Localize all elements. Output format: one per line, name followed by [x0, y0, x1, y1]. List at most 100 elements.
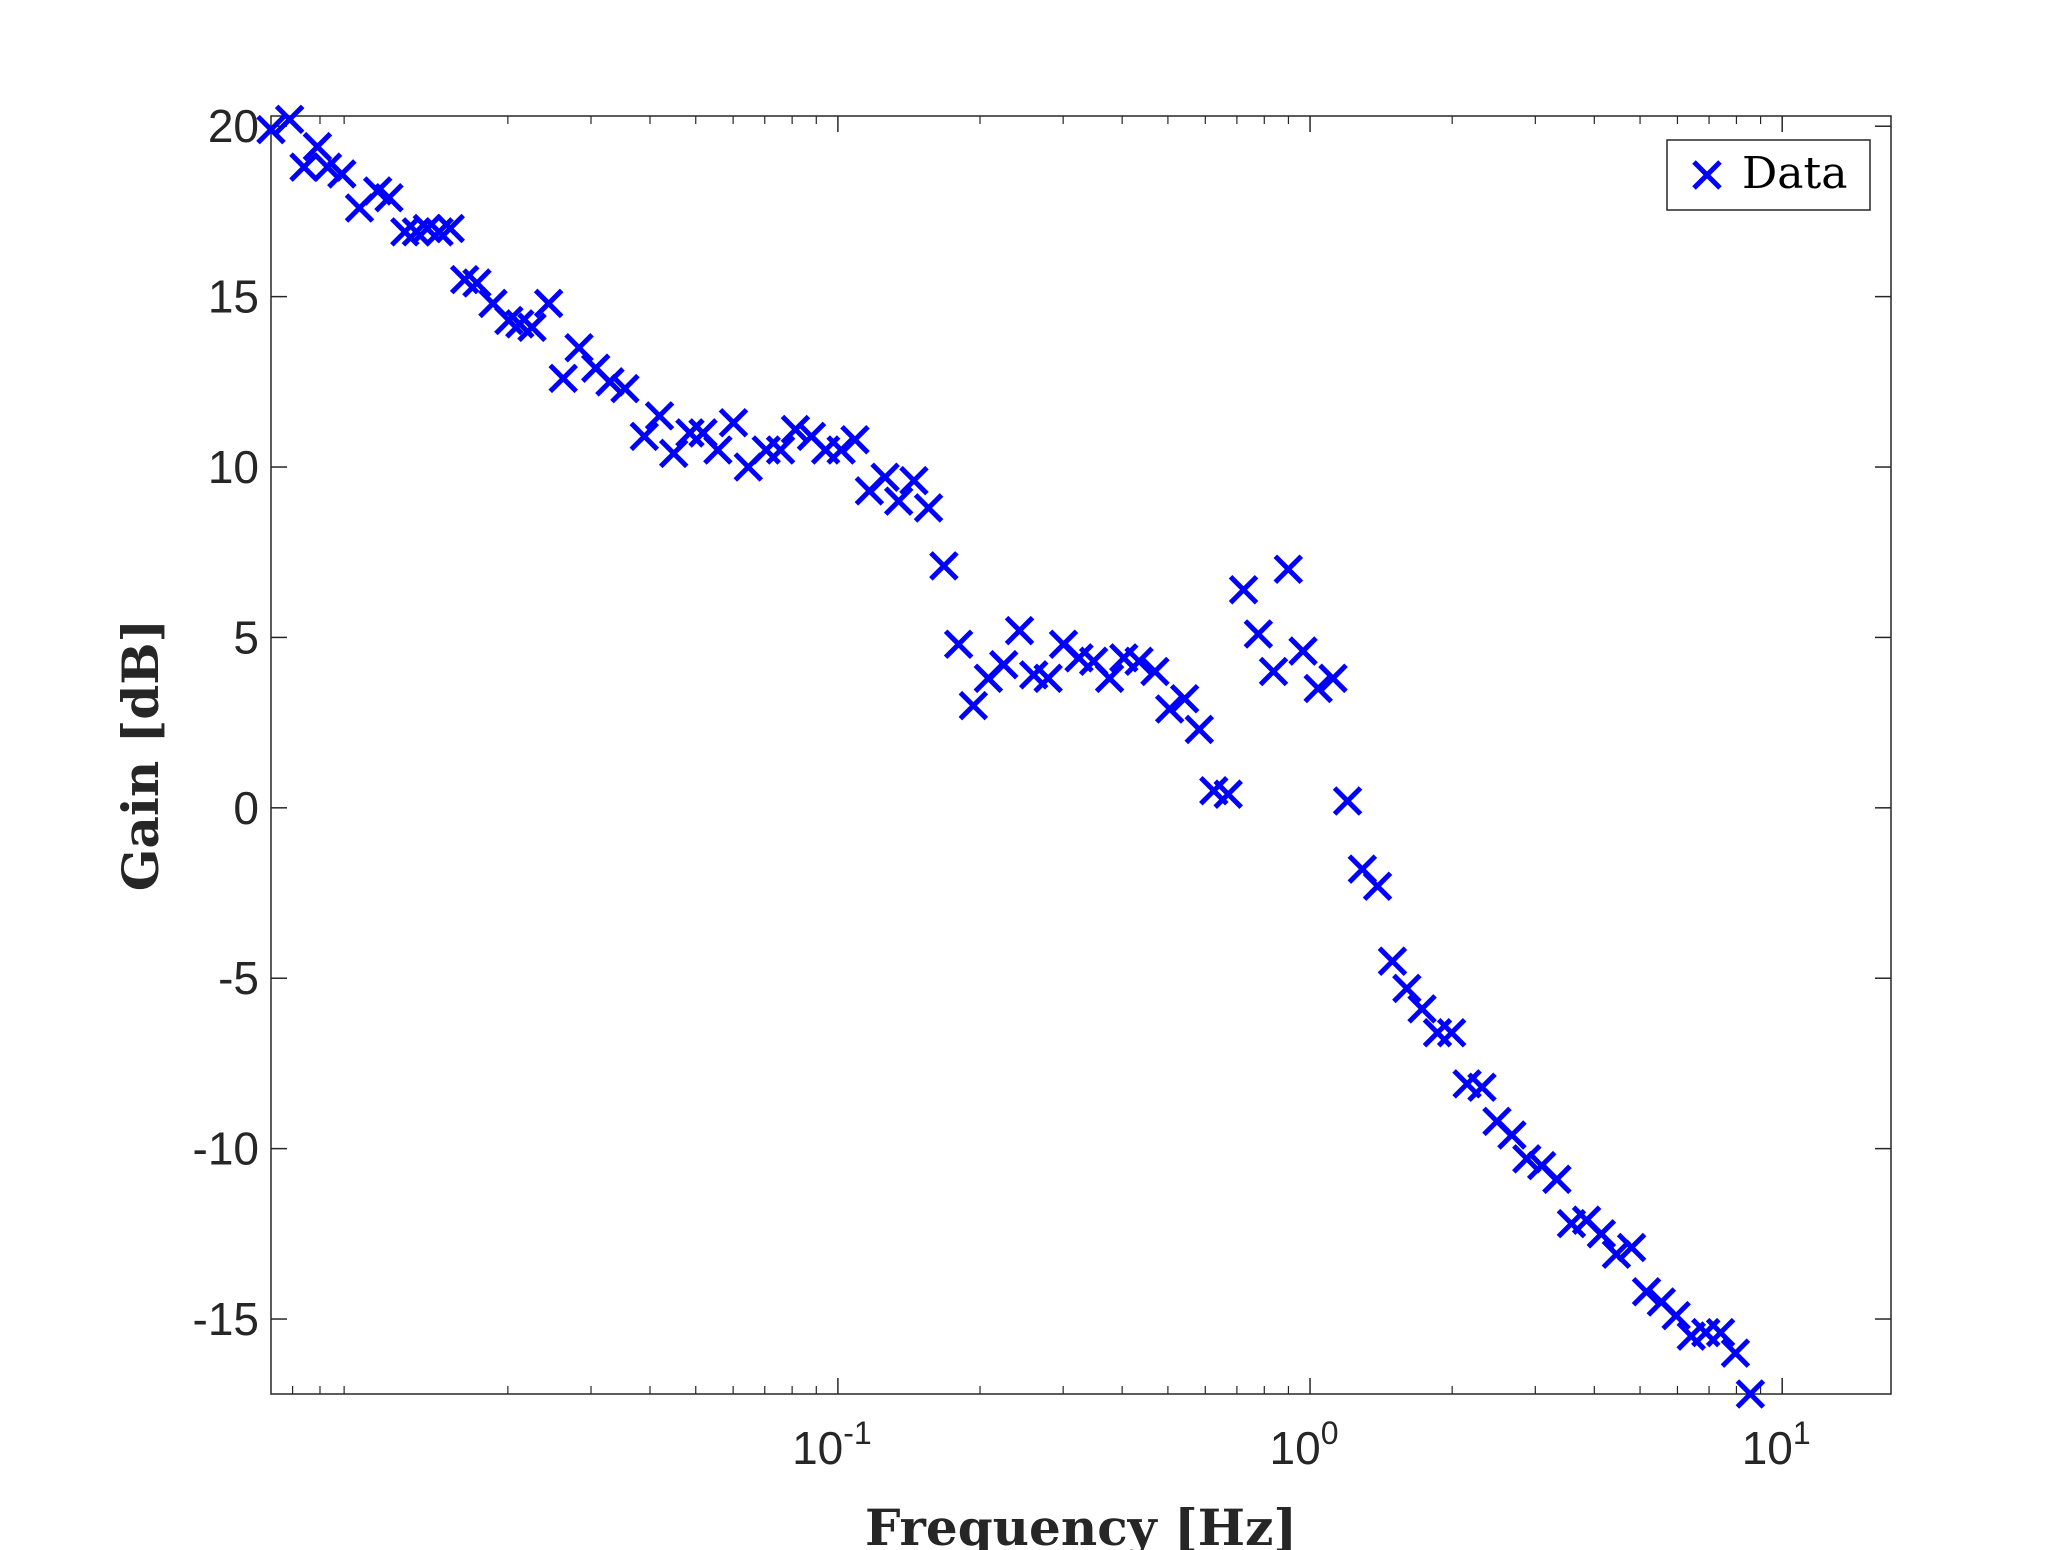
marker-stroke [1124, 646, 1154, 677]
marker-stroke [610, 373, 640, 404]
data-point-marker [1542, 1164, 1572, 1195]
data-point-marker [1303, 673, 1333, 704]
data-point-marker [1332, 786, 1363, 816]
legend-x-marker [1692, 160, 1722, 190]
marker-stroke [1048, 629, 1079, 660]
data-point-marker [610, 373, 640, 404]
data-point-marker [1720, 1338, 1751, 1368]
data-point-marker [462, 268, 492, 298]
marker-stroke [289, 152, 319, 182]
marker-stroke [312, 152, 343, 182]
data-point-marker [302, 131, 333, 162]
marker-stroke [533, 288, 564, 319]
data-point-marker [1735, 1379, 1766, 1409]
y-axis-title: Gain [dB] [111, 619, 170, 891]
data-point-marker [1124, 646, 1154, 677]
legend-box [1666, 139, 1871, 211]
marker-stroke [1064, 643, 1094, 673]
data-point-marker [1601, 1239, 1632, 1270]
marker-stroke [840, 424, 870, 455]
data-point-marker [1243, 619, 1274, 649]
data-point-marker [435, 213, 466, 244]
data-point-marker [658, 438, 689, 469]
marker-stroke [1646, 1287, 1677, 1317]
data-point-marker [1467, 1072, 1497, 1103]
data-point-marker [1497, 1120, 1527, 1150]
data-point-marker [564, 332, 594, 363]
marker-stroke [1586, 1219, 1617, 1249]
marker-stroke [302, 131, 333, 162]
marker-stroke [1692, 160, 1722, 190]
marker-stroke [435, 213, 466, 244]
x-tick-label: 100 [1270, 1415, 1339, 1474]
data-point-marker [274, 104, 305, 135]
marker-stroke [1392, 973, 1422, 1004]
data-point-marker [826, 435, 856, 465]
marker-stroke [1436, 1017, 1467, 1048]
legend: Data [1666, 139, 1871, 211]
data-point-marker [374, 183, 404, 213]
marker-stroke [1467, 1072, 1497, 1103]
data-point-marker [703, 435, 733, 465]
data-point-marker [780, 414, 811, 445]
data-point-marker [1407, 994, 1437, 1024]
marker-stroke [1332, 786, 1363, 816]
x-tick-label: 101 [1742, 1415, 1811, 1474]
marker-stroke [449, 264, 480, 295]
marker-stroke [796, 421, 827, 452]
marker-stroke [1213, 779, 1243, 809]
marker-stroke [1288, 636, 1318, 666]
legend-entry-label: Data [1742, 148, 1847, 199]
data-point-marker [1436, 1017, 1467, 1048]
data-point-marker [1705, 1317, 1736, 1348]
marker-stroke [1243, 619, 1274, 649]
marker-stroke [1154, 694, 1185, 724]
y-tick-label: 10 [208, 441, 259, 493]
marker-stroke [1258, 656, 1289, 687]
data-point-marker [1169, 684, 1200, 714]
marker-stroke [718, 407, 749, 438]
data-point-marker [644, 401, 675, 431]
marker-stroke [327, 159, 357, 189]
marker-stroke [362, 176, 393, 206]
data-point-marker [883, 486, 914, 516]
marker-stroke [1094, 663, 1125, 694]
marker-stroke [1140, 656, 1170, 687]
marker-stroke [1318, 663, 1348, 694]
marker-stroke [1452, 1069, 1482, 1099]
marker-stroke [1616, 1232, 1647, 1263]
marker-stroke [1497, 1120, 1527, 1150]
marker-stroke [478, 288, 508, 319]
marker-stroke [1705, 1317, 1736, 1348]
data-point-marker [870, 462, 900, 493]
data-point-marker [1661, 1300, 1691, 1331]
plot-area [270, 115, 1892, 1395]
marker-stroke [462, 268, 492, 298]
marker-stroke [826, 435, 856, 465]
marker-stroke [564, 332, 594, 363]
data-point-marker [595, 367, 625, 397]
marker-stroke [580, 353, 611, 383]
marker-stroke [1526, 1150, 1557, 1181]
marker-stroke [629, 421, 660, 452]
data-point-marker [1288, 636, 1318, 666]
data-point-marker [1140, 656, 1170, 687]
data-point-marker [1362, 871, 1393, 901]
marker-stroke [1199, 776, 1229, 806]
data-point-marker [943, 629, 974, 660]
data-point-marker [958, 690, 989, 721]
data-point-marker [765, 435, 796, 465]
data-point-marker [988, 649, 1019, 680]
data-point-marker [1094, 663, 1125, 694]
data-point-marker [1631, 1276, 1662, 1307]
marker-stroke [883, 486, 914, 516]
marker-stroke [870, 462, 900, 493]
y-tick-label: 20 [208, 100, 259, 152]
data-point-marker [675, 418, 705, 448]
marker-stroke [1661, 1300, 1691, 1331]
marker-stroke [675, 418, 705, 448]
marker-stroke [1303, 673, 1333, 704]
marker-stroke [1735, 1379, 1766, 1409]
marker-stroke [1169, 684, 1200, 714]
